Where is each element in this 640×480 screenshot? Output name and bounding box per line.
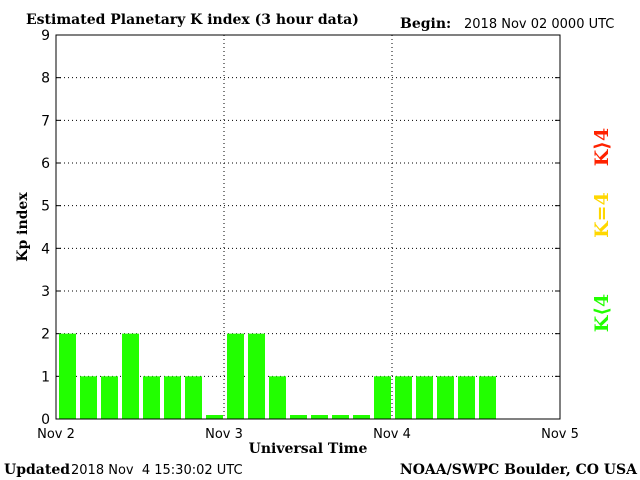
kp-bar [416,376,433,419]
kp-bar [122,333,139,419]
kp-bar [59,333,76,419]
kp-bar [143,376,160,419]
kp-bar [374,376,391,419]
x-tick-label: Nov 4 [373,427,411,442]
legend-item: K⟨4 [591,294,613,332]
kp-bar [290,415,307,419]
credit: NOAA/SWPC Boulder, CO USA [400,462,638,478]
x-tick-labels: Nov 2 Nov 3 Nov 4 Nov 5 [37,427,579,442]
x-tick-label: Nov 2 [37,427,75,442]
kp-bar [248,333,265,419]
y-tick-label: 7 [41,113,50,129]
kp-bar [227,333,244,419]
updated-label: Updated [4,462,70,478]
begin-label: Begin: [400,16,451,32]
kp-bar [269,376,286,419]
kp-bar [479,376,496,419]
legend-item: K⟩4 [591,128,613,166]
y-tick-label: 3 [41,284,50,300]
kp-bar [311,415,328,419]
y-tick-labels: 0 1 2 3 4 5 6 7 8 9 [41,28,50,428]
kp-bar [395,376,412,419]
x-axis-label: Universal Time [249,441,368,457]
x-tick-label: Nov 5 [541,427,579,442]
kp-bar [353,415,370,419]
begin-value: 2018 Nov 02 0000 UTC [464,17,614,32]
kp-bar [332,415,349,419]
y-tick-label: 4 [41,241,50,257]
y-tick-label: 1 [41,369,50,385]
y-tick-label: 9 [41,28,50,44]
kp-bar [437,376,454,419]
bars [59,333,496,419]
kp-bar [164,376,181,419]
kp-bar [101,376,118,419]
grid [56,34,560,420]
y-axis-label: Kp index [15,192,31,262]
legend-item: K=4 [591,192,613,238]
y-tick-label: 2 [41,327,50,343]
updated-value: 2018 Nov 4 15:30:02 UTC [71,463,243,478]
kp-bar [458,376,475,419]
y-tick-label: 5 [41,199,50,215]
legend: K⟨4 K=4 K⟩4 [591,128,613,332]
kp-bar [80,376,97,419]
chart-title: Estimated Planetary K index (3 hour data… [26,12,359,28]
x-tick-label: Nov 3 [205,427,243,442]
y-tick-label: 8 [41,71,50,87]
kp-bar [185,376,202,419]
y-tick-label: 0 [41,412,50,428]
y-tick-label: 6 [41,156,50,172]
kp-bar [206,415,223,419]
plot-frame [55,34,561,420]
